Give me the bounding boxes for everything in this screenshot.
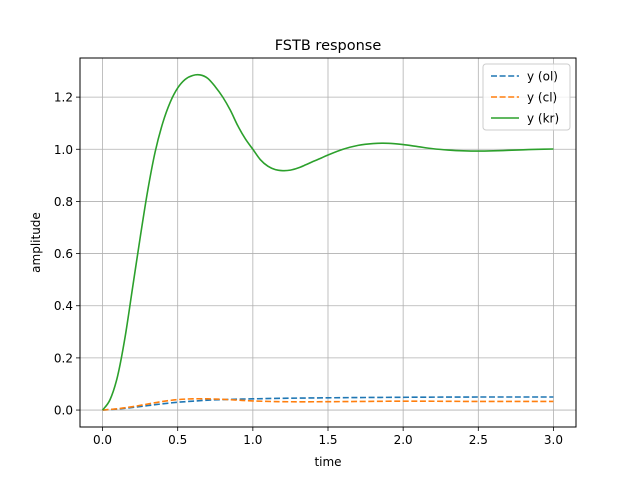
legend: y (ol) y (cl) y (kr) bbox=[482, 63, 571, 131]
legend-label-3: y (kr) bbox=[527, 112, 559, 126]
y-tick-label: 0.0 bbox=[54, 404, 73, 418]
y-tick-label: 0.2 bbox=[54, 351, 73, 365]
chart-title: FSTB response bbox=[275, 38, 382, 54]
x-tick-label: 1.5 bbox=[318, 433, 337, 447]
series-layer bbox=[101, 73, 554, 411]
series-line-3 bbox=[101, 73, 554, 411]
y-tick-label: 1.0 bbox=[54, 143, 73, 157]
legend-label-1: y (ol) bbox=[527, 70, 558, 84]
y-axis-label: amplitude bbox=[29, 212, 43, 273]
y-tick-label: 0.6 bbox=[54, 247, 73, 261]
x-tick-label: 3.0 bbox=[544, 433, 563, 447]
x-tick-label: 2.0 bbox=[394, 433, 413, 447]
y-tick-label: 1.2 bbox=[54, 91, 73, 105]
legend-box bbox=[482, 63, 571, 131]
x-tick-label: 0.5 bbox=[168, 433, 187, 447]
x-tick-label: 0.0 bbox=[93, 433, 112, 447]
x-axis-label: time bbox=[314, 455, 341, 469]
y-tick-label: 0.4 bbox=[54, 299, 73, 313]
ticks: 0.0 0.5 1.0 1.5 2.0 2.5 3.0 0.0 0.2 0.4 0.6 0.8 1.0 1… bbox=[54, 91, 563, 447]
series-line-1 bbox=[102, 396, 554, 411]
grid bbox=[80, 58, 576, 427]
legend-label-2: y (cl) bbox=[527, 91, 557, 105]
x-tick-label: 1.0 bbox=[243, 433, 262, 447]
x-tick-label: 2.5 bbox=[469, 433, 488, 447]
series-line-2 bbox=[102, 397, 554, 411]
y-tick-label: 0.8 bbox=[54, 195, 73, 209]
